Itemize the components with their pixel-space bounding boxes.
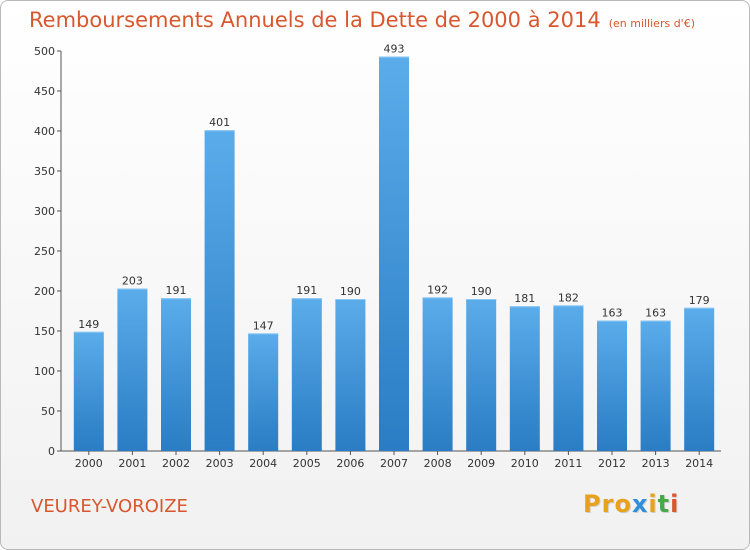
data-label-2001: 203: [122, 275, 143, 288]
bar-2000: [73, 331, 104, 451]
logo-letter: o: [614, 490, 632, 518]
x-tick-label-2008: 2008: [424, 457, 452, 470]
bar-2010: [509, 306, 540, 451]
data-label-2009: 190: [471, 285, 492, 298]
bar-2006: [335, 299, 366, 451]
data-label-2010: 181: [514, 292, 535, 305]
bar-2007: [379, 56, 409, 451]
x-tick-label-2006: 2006: [336, 457, 364, 470]
y-tick-label: 50: [41, 405, 55, 418]
data-label-2000: 149: [78, 318, 99, 331]
data-label-2003: 401: [209, 116, 230, 129]
bar-2004: [248, 333, 279, 451]
logo-letter: r: [601, 490, 615, 518]
bar-2005: [291, 298, 322, 451]
chart-unit: (en milliers d'€): [608, 17, 695, 30]
y-tick-label: 0: [48, 445, 55, 458]
y-tick-label: 250: [34, 245, 55, 258]
bar-2001: [117, 288, 148, 451]
x-tick-label-2007: 2007: [380, 457, 408, 470]
logo-letter: t: [657, 490, 671, 518]
chart-title-text: Remboursements Annuels de la Dette de 20…: [29, 8, 601, 32]
data-label-2002: 191: [166, 284, 187, 297]
x-tick-label-2001: 2001: [118, 457, 146, 470]
data-label-2013: 163: [645, 307, 666, 320]
y-tick-label: 200: [34, 285, 55, 298]
proxiti-logo: Proxiti: [583, 490, 679, 518]
x-tick-label-2011: 2011: [554, 457, 582, 470]
logo-letter: i: [648, 490, 658, 518]
x-tick-label-2004: 2004: [249, 457, 277, 470]
x-tick-label-2014: 2014: [685, 457, 713, 470]
y-tick-label: 300: [34, 205, 55, 218]
bar-2002: [161, 298, 191, 451]
y-tick-label: 500: [34, 45, 55, 58]
data-label-2014: 179: [689, 294, 710, 307]
data-label-2011: 182: [558, 291, 579, 304]
x-tick-label-2003: 2003: [206, 457, 234, 470]
x-tick-label-2002: 2002: [162, 457, 190, 470]
data-label-2007: 493: [384, 43, 405, 56]
logo-letter: x: [631, 490, 649, 518]
y-tick-label: 150: [34, 325, 55, 338]
data-label-2008: 192: [427, 283, 448, 296]
x-tick-label-2012: 2012: [598, 457, 626, 470]
x-tick-label-2013: 2013: [642, 457, 670, 470]
x-tick-label-2005: 2005: [293, 457, 321, 470]
bar-2011: [553, 305, 584, 451]
bar-2009: [466, 299, 497, 451]
x-tick-label-2000: 2000: [75, 457, 103, 470]
bar-2008: [422, 297, 453, 451]
y-tick-label: 100: [34, 365, 55, 378]
logo-letter: P: [583, 490, 602, 518]
y-tick-label: 400: [34, 125, 55, 138]
commune-name: VEUREY-VOROIZE: [31, 496, 188, 517]
data-label-2004: 147: [253, 319, 274, 332]
data-label-2012: 163: [602, 307, 623, 320]
logo-letter: i: [670, 490, 680, 518]
y-tick-label: 450: [34, 85, 55, 98]
data-label-2005: 191: [296, 284, 317, 297]
bar-2014: [684, 307, 715, 451]
x-tick-label-2010: 2010: [511, 457, 539, 470]
x-tick-label-2009: 2009: [467, 457, 495, 470]
bar-2013: [640, 320, 671, 451]
data-label-2006: 190: [340, 285, 361, 298]
bar-2003: [204, 130, 235, 451]
y-tick-label: 350: [34, 165, 55, 178]
bar-2012: [597, 320, 627, 451]
chart-title: Remboursements Annuels de la Dette de 20…: [29, 8, 695, 32]
